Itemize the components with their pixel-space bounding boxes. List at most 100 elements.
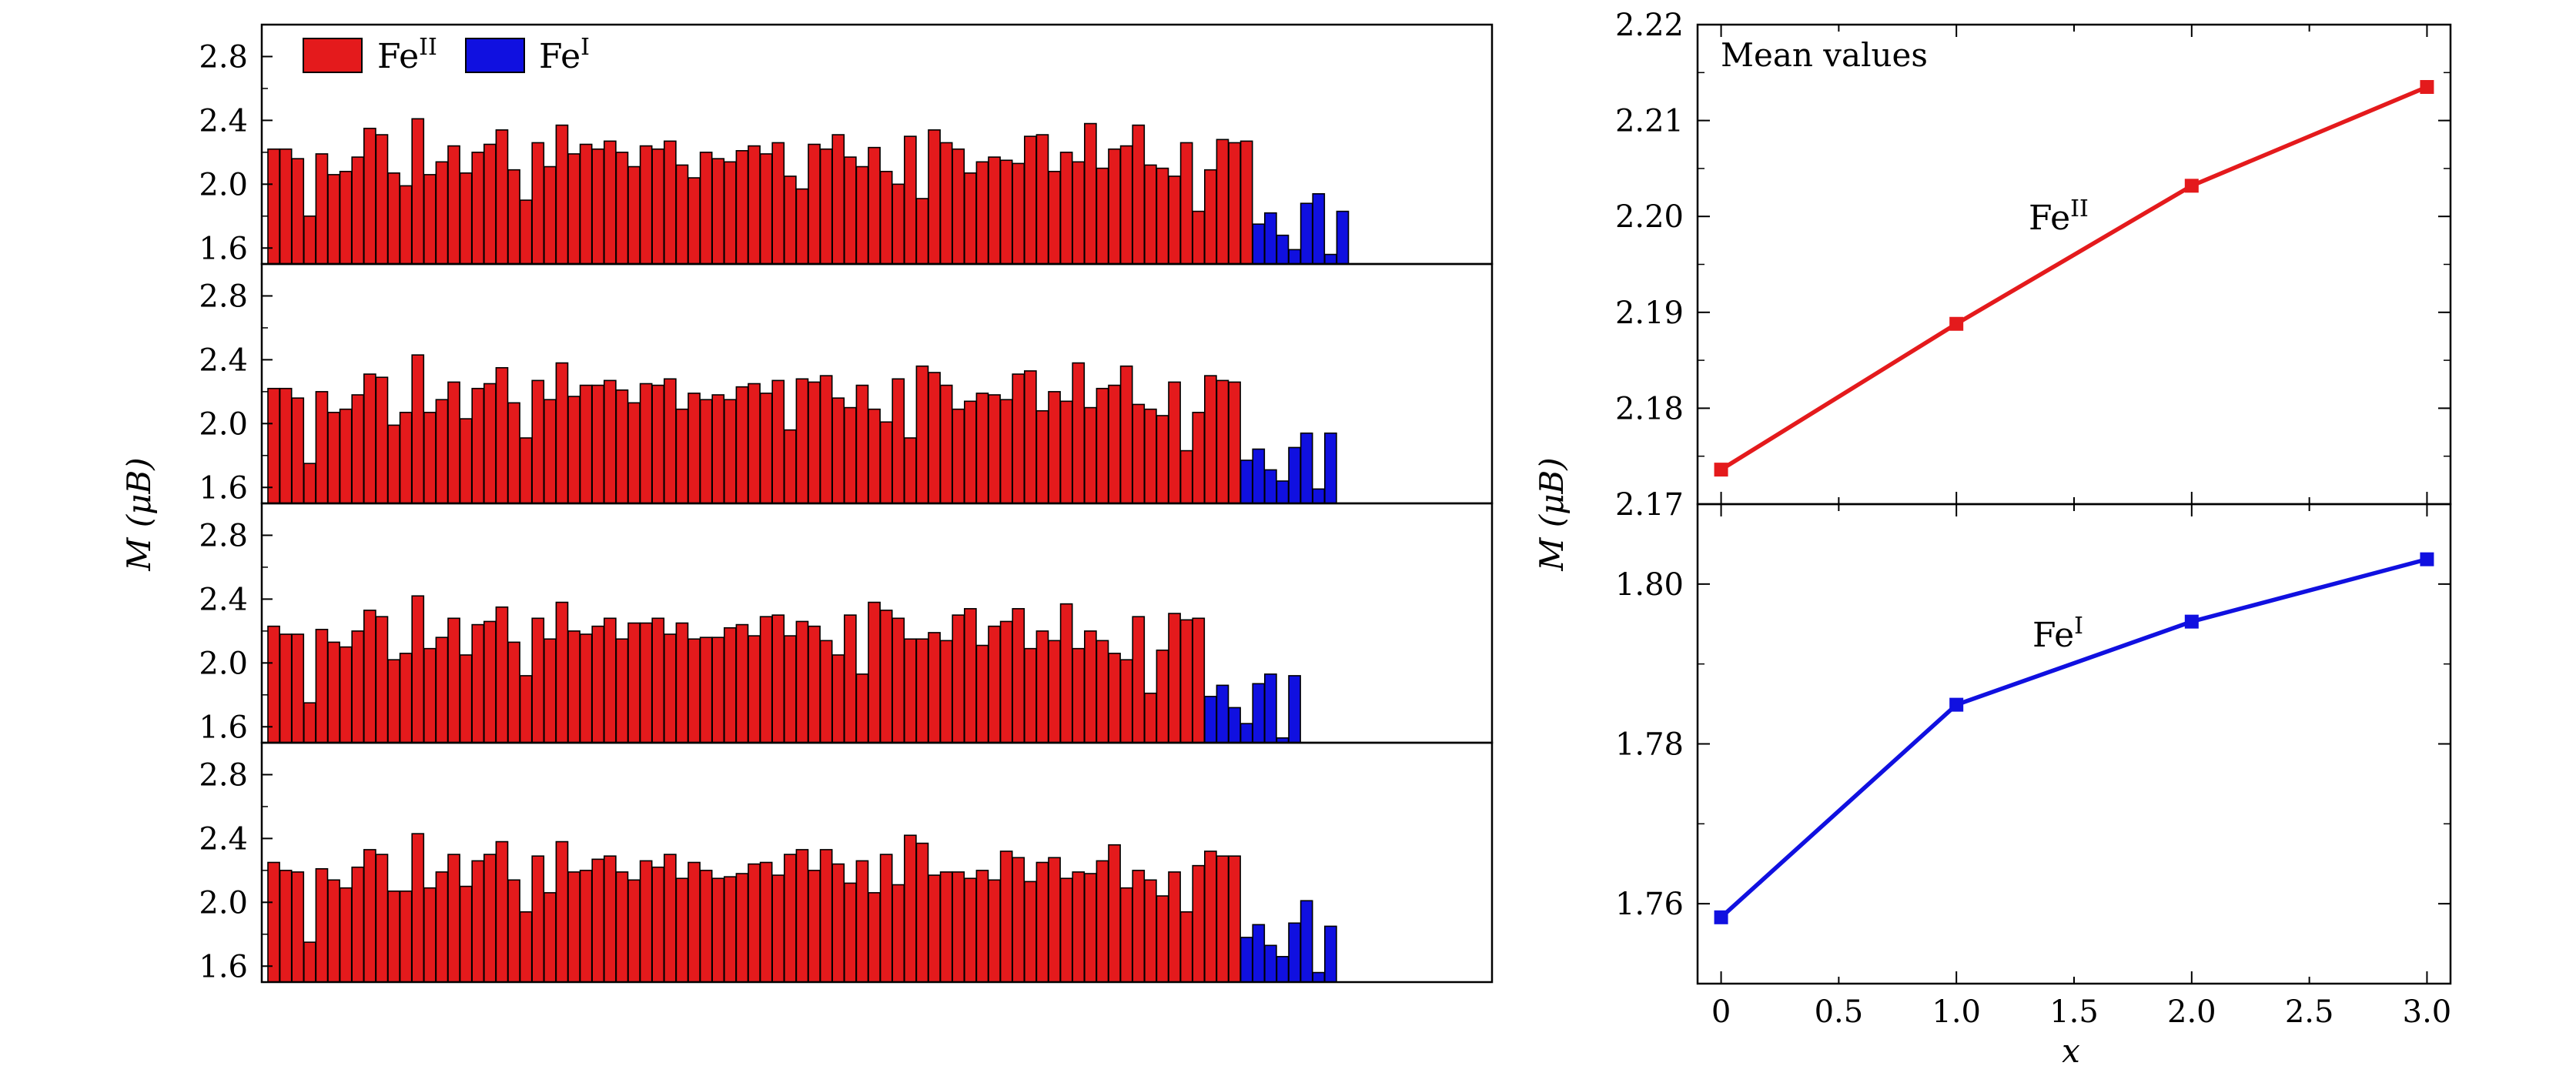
- feII-bar-1-52: [879, 170, 893, 265]
- feII-bar-2-18: [471, 387, 485, 504]
- feII-bar-2-78: [1192, 412, 1206, 504]
- feI-bar-1-3: [1276, 234, 1290, 265]
- feII-bar-2-59: [964, 400, 977, 504]
- feII-bar-4-37: [699, 870, 713, 983]
- feII-bar-3-1: [267, 625, 280, 744]
- feII-bar-1-28: [591, 148, 605, 265]
- feII-bar-1-6: [327, 174, 340, 265]
- feII-bar-4-35: [675, 877, 689, 983]
- feII-bar-3-77: [1179, 619, 1193, 744]
- feII-bar-1-40: [735, 149, 749, 265]
- feI-bar-4-3: [1264, 944, 1277, 983]
- feII-bar-1-70: [1096, 167, 1109, 265]
- feII-bar-4-69: [1084, 873, 1097, 983]
- feII-bar-4-3: [291, 871, 305, 983]
- feII-bar-3-57: [939, 640, 953, 744]
- feII-bar-4-42: [759, 861, 773, 983]
- bar-panel-frame-4: [260, 741, 1494, 984]
- feII-bar-1-35: [675, 164, 689, 265]
- feII-bar-2-37: [699, 399, 713, 504]
- FeI-marker-1: [1714, 910, 1728, 924]
- feII-bar-3-8: [351, 630, 365, 744]
- feII-bar-4-56: [928, 874, 941, 983]
- bar-panel-3: 1.6 2.0 2.4 2.8: [199, 502, 1494, 745]
- feII-bar-4-41: [748, 863, 761, 983]
- feII-bar-3-23: [531, 617, 545, 744]
- feII-bar-3-50: [855, 673, 869, 744]
- feII-bar-3-71: [1108, 653, 1121, 744]
- r-ytick-label-1-1: 2.17: [1615, 487, 1684, 523]
- feI-bar-1-8: [1336, 210, 1350, 265]
- feII-bar-1-64: [1024, 135, 1037, 265]
- feII-bar-3-42: [759, 616, 773, 744]
- feII-bar-1-58: [952, 148, 965, 265]
- feII-bar-2-22: [519, 437, 533, 504]
- feII-bar-4-39: [723, 876, 737, 983]
- feII-bar-3-32: [639, 622, 653, 744]
- r-xtick-label-2: 0.5: [1815, 994, 1864, 1030]
- feII-bar-4-45: [795, 849, 809, 983]
- feII-bar-4-55: [915, 842, 929, 983]
- feII-bar-2-24: [543, 399, 557, 504]
- feII-bar-1-72: [1119, 145, 1133, 265]
- feII-bar-2-7: [339, 408, 353, 504]
- feII-bar-3-75: [1156, 649, 1169, 744]
- feII-bar-3-31: [627, 622, 641, 744]
- feI-bar-4-2: [1252, 924, 1266, 983]
- feI-bar-4-8: [1324, 925, 1337, 983]
- feII-bar-2-19: [483, 383, 497, 504]
- feII-bar-3-60: [975, 644, 989, 744]
- feII-bar-3-28: [591, 625, 605, 744]
- feII-bar-3-12: [399, 653, 413, 744]
- feII-bar-2-58: [952, 408, 965, 504]
- feII-bar-2-46: [808, 381, 821, 504]
- feII-bar-1-48: [831, 134, 845, 265]
- ytick-label-2-2: 2.0: [199, 406, 248, 442]
- feII-bar-1-2: [279, 148, 293, 265]
- feII-bar-2-45: [795, 378, 809, 504]
- feII-bar-3-52: [879, 610, 893, 744]
- feII-bar-4-16: [447, 854, 460, 983]
- feII-bar-2-76: [1168, 381, 1181, 504]
- feII-bar-1-14: [423, 174, 437, 265]
- feII-bar-1-56: [928, 129, 941, 265]
- feI-bar-1-1: [1252, 223, 1266, 265]
- feII-bar-2-57: [939, 384, 953, 504]
- feI-bar-3-1: [1204, 696, 1217, 744]
- line-panel-2: 1.76 1.78 1.80 0 0.5 1.0 1.5 2.0 2.5 3.0 FeI: [1615, 503, 2452, 1030]
- feII-bar-4-48: [831, 863, 845, 983]
- feII-bar-2-11: [387, 424, 400, 504]
- feII-bar-3-21: [507, 641, 520, 744]
- feII-bar-4-32: [639, 860, 653, 983]
- feI-bar-1-7: [1324, 253, 1337, 265]
- feII-bar-2-14: [423, 412, 437, 504]
- legend-swatch-fe1: [465, 38, 525, 73]
- feI-bar-3-8: [1288, 675, 1301, 744]
- feII-bar-4-65: [1035, 861, 1049, 983]
- feII-bar-2-51: [868, 408, 881, 504]
- feII-bar-1-10: [375, 134, 389, 265]
- r-xtick-label-7: 3.0: [2403, 994, 2452, 1030]
- feII-bar-1-65: [1035, 134, 1049, 265]
- feII-bar-3-65: [1035, 630, 1049, 744]
- feII-bar-1-11: [387, 172, 400, 265]
- r-xtick-label-6: 2.5: [2285, 994, 2334, 1030]
- feII-bar-3-5: [315, 628, 329, 744]
- feII-bar-2-26: [567, 396, 580, 504]
- ytick-label-2-1: 1.6: [199, 470, 248, 506]
- feII-bar-3-29: [603, 617, 617, 744]
- feII-bar-3-49: [844, 614, 857, 744]
- feII-bar-4-70: [1096, 860, 1109, 983]
- feII-bar-3-24: [543, 638, 557, 744]
- feII-bar-3-34: [663, 633, 677, 744]
- feII-bar-2-40: [735, 386, 749, 504]
- feII-bar-2-9: [363, 373, 376, 504]
- feII-bar-2-60: [975, 393, 989, 504]
- feII-bar-4-10: [375, 854, 389, 983]
- feI-bar-1-2: [1264, 212, 1277, 265]
- feII-bar-3-22: [519, 675, 533, 744]
- feII-bar-2-65: [1035, 409, 1049, 504]
- feII-bar-4-8: [351, 866, 365, 983]
- feII-bar-2-50: [855, 384, 869, 504]
- feII-bar-1-73: [1132, 124, 1146, 265]
